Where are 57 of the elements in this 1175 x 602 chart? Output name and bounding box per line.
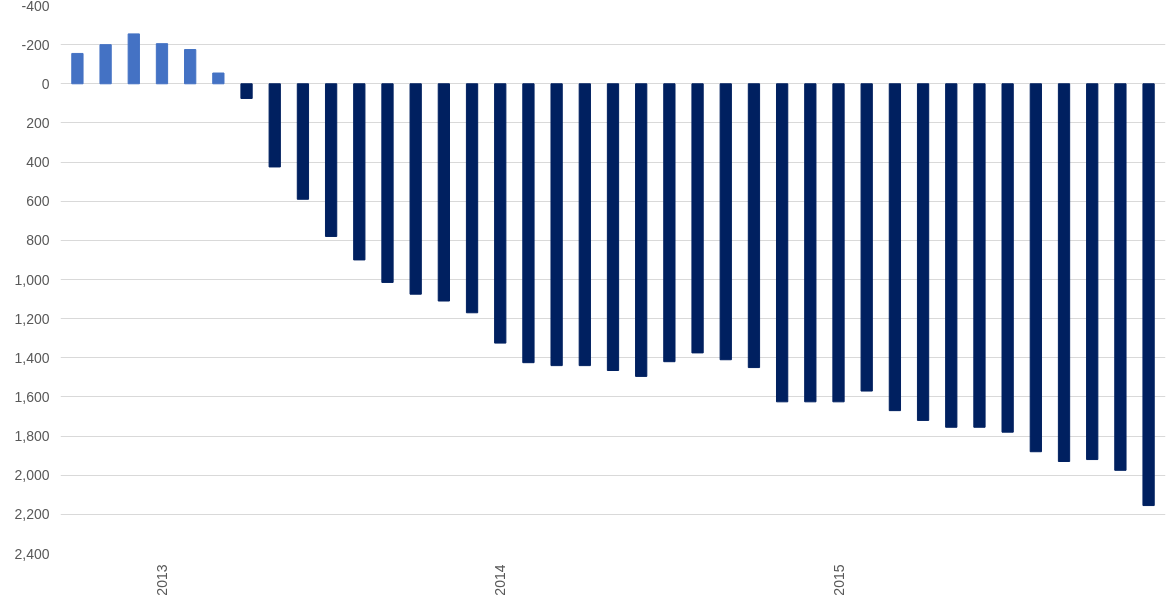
- y-tick-label: -400: [21, 0, 50, 14]
- bar: [663, 83, 676, 363]
- bar: [71, 52, 84, 85]
- bar: [635, 83, 648, 377]
- bar: [832, 83, 845, 403]
- bar: [465, 83, 479, 314]
- bar: [268, 83, 281, 168]
- y-tick-label: 600: [26, 193, 50, 210]
- y-tick-label: 1,400: [14, 349, 50, 366]
- bar: [1086, 83, 1099, 461]
- bar: [155, 43, 169, 85]
- bar: [1057, 83, 1071, 463]
- bar: [691, 83, 704, 354]
- bar: [1142, 83, 1155, 507]
- bar: [437, 83, 451, 302]
- bar: [324, 83, 338, 237]
- y-tick-label: 2,000: [14, 467, 50, 484]
- y-tick-label: 1,800: [14, 428, 50, 445]
- bar: [550, 83, 563, 367]
- bar: [973, 83, 986, 428]
- x-tick-label: 2015: [830, 564, 847, 596]
- bar: [212, 72, 225, 85]
- y-tick-label: 800: [26, 232, 50, 249]
- bar: [860, 83, 873, 392]
- bar: [381, 83, 394, 283]
- y-tick-label: 1,200: [14, 310, 50, 327]
- bar: [99, 44, 112, 85]
- y-tick-label: -200: [21, 36, 50, 53]
- bar: [1114, 83, 1127, 471]
- bar: [1029, 83, 1042, 453]
- bar: [888, 83, 902, 412]
- y-tick-label: 400: [26, 154, 50, 171]
- bar: [353, 83, 366, 261]
- bar: [522, 83, 535, 364]
- bar: [296, 83, 310, 200]
- y-tick-label: 200: [26, 114, 50, 131]
- bar: [578, 83, 591, 367]
- bar: [719, 83, 732, 361]
- x-tick-label: 2013: [153, 564, 170, 596]
- bar: [240, 83, 253, 99]
- y-tick-label: 0: [41, 75, 50, 92]
- bar: [606, 83, 620, 372]
- bar: [775, 83, 789, 403]
- bar: [494, 83, 507, 344]
- bar: [127, 33, 140, 85]
- y-tick-label: 2,200: [14, 506, 50, 523]
- bar: [916, 83, 930, 421]
- bar: [945, 83, 958, 428]
- bar: [184, 49, 197, 85]
- y-tick-label: 2,400: [14, 545, 50, 562]
- y-tick-label: 1,000: [14, 271, 50, 288]
- bar: [747, 83, 761, 369]
- x-tick-label: 2014: [492, 564, 509, 596]
- bar: [409, 83, 422, 295]
- bar: [1001, 83, 1014, 433]
- bar: [804, 83, 817, 403]
- y-tick-label: 1,600: [14, 388, 50, 405]
